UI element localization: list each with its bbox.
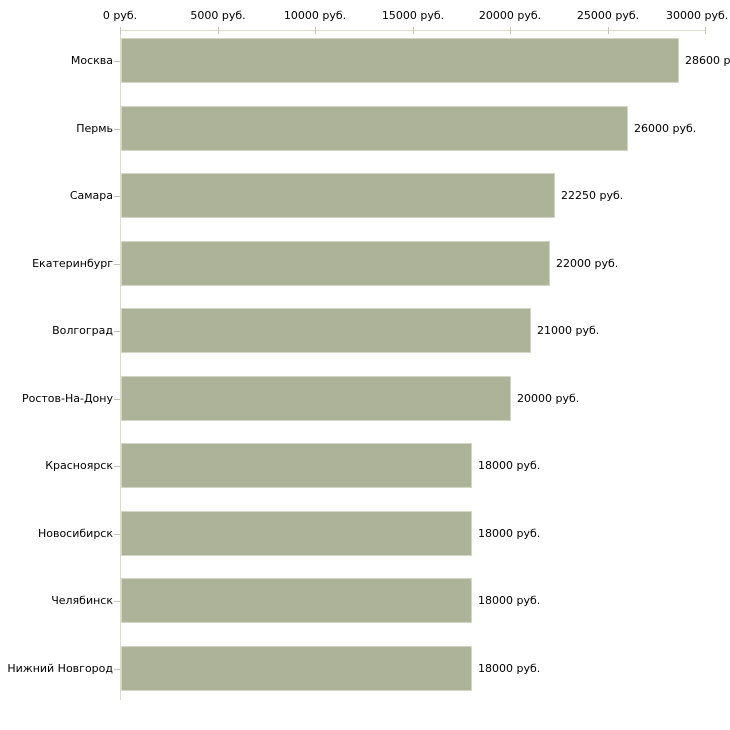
category-label: Нижний Новгород: [7, 662, 113, 675]
category-label: Пермь: [76, 122, 113, 135]
x-tick-mark: [120, 27, 121, 34]
bar-нижний-новгород: [121, 646, 472, 691]
x-tick-label: 30000 руб.: [666, 9, 729, 22]
value-label: 20000 руб.: [517, 392, 580, 405]
category-label: Екатеринбург: [32, 257, 113, 270]
y-tick-mark: [114, 264, 120, 265]
x-tick-label: 0 руб.: [102, 9, 138, 22]
x-tick-mark: [705, 27, 706, 34]
x-tick-mark: [218, 27, 219, 34]
value-label: 21000 руб.: [537, 324, 600, 337]
category-label: Самара: [69, 189, 113, 202]
y-tick-mark: [114, 331, 120, 332]
y-tick-mark: [114, 61, 120, 62]
bar-екатеринбург: [121, 241, 550, 286]
category-label: Волгоград: [52, 324, 113, 337]
value-label: 22000 руб.: [556, 257, 619, 270]
bar-москва: [121, 38, 679, 83]
bar-новосибирск: [121, 511, 472, 556]
x-tick-mark: [315, 27, 316, 34]
category-label: Москва: [70, 54, 113, 67]
bar-красноярск: [121, 443, 472, 488]
y-tick-mark: [114, 601, 120, 602]
x-tick-label: 10000 руб.: [283, 9, 347, 22]
category-label: Красноярск: [45, 459, 113, 472]
bar-ростов-на-дону: [121, 376, 511, 421]
bar-челябинск: [121, 578, 472, 623]
value-label: 18000 руб.: [478, 662, 541, 675]
value-label: 22250 руб.: [561, 189, 624, 202]
x-tick-label: 15000 руб.: [381, 9, 445, 22]
value-label: 28600 руб.: [685, 54, 730, 67]
value-label: 18000 руб.: [478, 527, 541, 540]
value-label: 26000 руб.: [634, 122, 697, 135]
x-tick-mark: [608, 27, 609, 34]
x-tick-label: 25000 руб.: [576, 9, 640, 22]
bar-волгоград: [121, 308, 531, 353]
y-tick-mark: [114, 534, 120, 535]
y-axis-line: [120, 30, 121, 700]
x-tick-mark: [413, 27, 414, 34]
y-tick-mark: [114, 466, 120, 467]
category-label: Новосибирск: [37, 527, 113, 540]
category-label: Челябинск: [51, 594, 113, 607]
x-tick-label: 20000 руб.: [478, 9, 542, 22]
y-tick-mark: [114, 129, 120, 130]
value-label: 18000 руб.: [478, 459, 541, 472]
x-tick-label: 5000 руб.: [190, 9, 246, 22]
value-label: 18000 руб.: [478, 594, 541, 607]
x-tick-mark: [510, 27, 511, 34]
category-label: Ростов-На-Дону: [21, 392, 113, 405]
y-tick-mark: [114, 669, 120, 670]
y-tick-mark: [114, 399, 120, 400]
y-tick-mark: [114, 196, 120, 197]
bar-пермь: [121, 106, 628, 151]
bar-самара: [121, 173, 555, 218]
